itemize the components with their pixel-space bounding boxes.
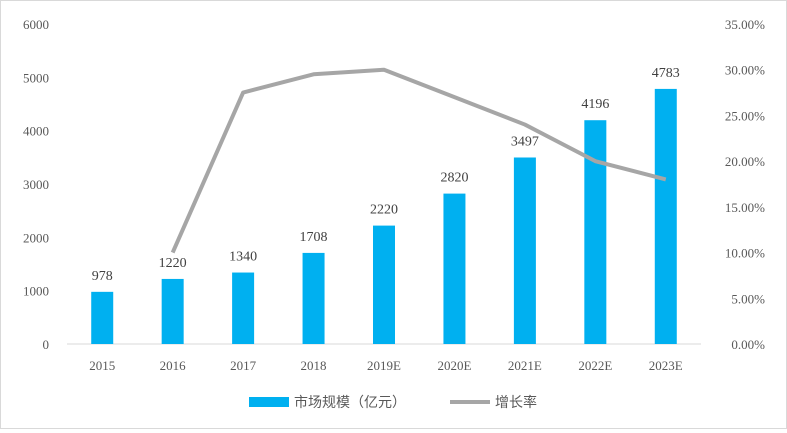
bar — [232, 272, 255, 344]
x-tick-label: 2023E — [649, 358, 683, 373]
x-axis-ticks: 2015 2016 2017 2018 2019E 2020E 2021E 2022E 2023… — [89, 358, 683, 373]
left-tick-label: 6000 — [23, 17, 49, 32]
x-tick-label: 2017 — [230, 358, 257, 373]
x-tick-label: 2020E — [437, 358, 471, 373]
bar-data-label: 2220 — [370, 203, 398, 218]
left-tick-label: 1000 — [23, 284, 49, 299]
legend-swatch-bar — [249, 397, 289, 407]
left-tick-label: 4000 — [23, 124, 49, 139]
bar-data-label: 3497 — [511, 134, 539, 149]
bar — [654, 88, 677, 344]
bar — [373, 225, 395, 344]
left-tick-label: 5000 — [23, 70, 49, 85]
right-tick-label: 5.00% — [731, 291, 765, 306]
x-tick-label: 2022E — [578, 358, 612, 373]
bar — [302, 252, 325, 344]
bar-data-label: 978 — [92, 269, 113, 284]
bar-data-label: 1220 — [159, 256, 187, 271]
left-axis-ticks: 0 1000 2000 3000 4000 5000 6000 — [23, 17, 49, 352]
bar — [584, 120, 607, 344]
right-tick-label: 25.00% — [725, 108, 765, 123]
bar — [443, 193, 466, 344]
bar-data-label: 4783 — [652, 66, 680, 81]
bar — [513, 157, 536, 344]
legend-label-bar: 市场规模（亿元） — [294, 394, 406, 411]
legend-label-line: 增长率 — [495, 394, 537, 411]
bar — [91, 291, 114, 344]
x-tick-label: 2016 — [160, 358, 187, 373]
x-tick-label: 2018 — [301, 358, 327, 373]
right-tick-label: 30.00% — [725, 63, 765, 78]
bar-data-label: 4196 — [581, 97, 609, 112]
bar-data-label: 1708 — [300, 230, 328, 245]
right-tick-label: 15.00% — [725, 200, 765, 215]
growth-rate-line — [170, 67, 667, 254]
left-tick-label: 0 — [43, 337, 50, 352]
x-tick-label: 2019E — [367, 358, 401, 373]
right-tick-label: 0.00% — [731, 337, 765, 352]
legend: 市场规模（亿元） 增长率 — [249, 394, 537, 411]
bar-data-label: 2820 — [440, 171, 468, 186]
line-series — [170, 67, 667, 254]
bar-series — [91, 88, 677, 344]
right-tick-label: 20.00% — [725, 154, 765, 169]
x-tick-label: 2015 — [89, 358, 115, 373]
bar-data-label: 1340 — [229, 250, 257, 265]
left-tick-label: 2000 — [23, 230, 49, 245]
left-tick-label: 3000 — [23, 177, 49, 192]
bar-data-labels: 978 1220 1340 1708 2220 2820 3497 4196 4783 — [92, 66, 680, 284]
right-tick-label: 35.00% — [725, 17, 765, 32]
bar — [161, 278, 184, 344]
x-tick-label: 2021E — [508, 358, 542, 373]
right-tick-label: 10.00% — [725, 246, 765, 261]
right-axis-ticks: 0.00% 5.00% 10.00% 15.00% 20.00% 25.00% 30.00%… — [725, 17, 765, 352]
